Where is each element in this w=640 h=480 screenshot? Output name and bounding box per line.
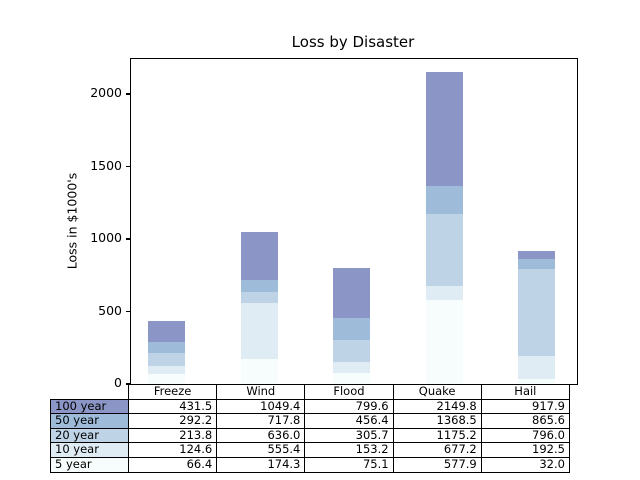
y-axis-label-text: Loss in $1000's (64, 172, 80, 270)
bar-segment-flood-5-year (333, 373, 370, 384)
y-tick-mark (126, 383, 131, 385)
table-row: 100 year 431.5 1049.4 799.6 2149.8 917.9 (50, 398, 577, 415)
y-tick-label: 0 (114, 375, 122, 390)
table-value-cell: 124.6 (128, 442, 218, 458)
bar-segment-freeze-100-year (148, 321, 185, 342)
bar-segment-quake-50-year (425, 185, 463, 214)
y-tick-mark (126, 165, 131, 168)
table-value-cell: 865.6 (480, 413, 570, 429)
table-value-cell: 2149.8 (392, 398, 482, 415)
bar-segment-hail-50-year (518, 258, 555, 269)
bar-segment-freeze-10-year (148, 365, 185, 375)
bar-segment-flood-20-year (333, 339, 370, 362)
table-row: 50 year 292.2 717.8 456.4 1368.5 865.6 (50, 413, 577, 429)
bar-segment-quake-5-year (425, 300, 463, 384)
table-value-cell: 66.4 (128, 456, 218, 473)
bar-segment-wind-100-year (240, 231, 278, 280)
y-tick-label: 500 (98, 302, 122, 318)
bar-segment-freeze-50-year (148, 341, 185, 353)
table-value-cell: 636.0 (216, 427, 306, 444)
table-row-label: 100 year (50, 398, 129, 415)
table-value-cell: 717.8 (216, 413, 306, 429)
table-value-cell: 292.2 (128, 413, 218, 429)
table-header-cell: Wind (216, 384, 306, 400)
table-value-cell: 75.1 (304, 456, 394, 473)
table-row-label: 50 year (50, 413, 129, 429)
chart-title: Loss by Disaster (291, 33, 415, 51)
y-tick-label: 1000 (90, 230, 122, 245)
table-value-cell: 174.3 (216, 456, 306, 473)
bar-segment-quake-100-year (425, 72, 463, 186)
table-value-cell: 917.9 (480, 398, 570, 415)
table-row: 5 year 66.4 174.3 75.1 577.9 32.0 (50, 456, 577, 473)
table-value-cell: 305.7 (304, 427, 394, 444)
table-header-cell: Flood (304, 384, 394, 400)
bar-segment-hail-10-year (518, 356, 555, 380)
bar-segment-wind-50-year (240, 279, 278, 292)
y-tick-mark (126, 238, 131, 240)
table-value-cell: 32.0 (480, 456, 570, 473)
bar-segment-freeze-20-year (148, 353, 185, 366)
y-tick-label: 1500 (90, 157, 122, 173)
table-header-row: Freeze Wind Flood Quake Hail (51, 384, 577, 400)
bar-segment-freeze-5-year (148, 374, 185, 384)
table-value-cell: 677.2 (392, 442, 482, 458)
table-value-cell: 799.6 (304, 398, 394, 415)
loss-table: Freeze Wind Flood Quake Hail 100 year 431.5 104… (50, 384, 577, 473)
table-value-cell: 431.5 (128, 398, 218, 415)
bar-segment-quake-20-year (425, 213, 463, 286)
table-value-cell: 796.0 (480, 427, 570, 444)
table-value-cell: 192.5 (480, 442, 570, 458)
table-value-cell: 1368.5 (392, 413, 482, 429)
y-tick-mark (126, 310, 131, 313)
table-header-cell: Freeze (128, 384, 218, 400)
bar-segment-quake-10-year (425, 285, 463, 301)
bar-segment-hail-100-year (518, 250, 555, 259)
y-tick-mark (126, 93, 131, 95)
table-row-label: 20 year (50, 427, 129, 444)
bar-segment-hail-20-year (518, 268, 555, 357)
table-row: 10 year 124.6 555.4 153.2 677.2 192.5 (50, 442, 577, 458)
bar-segment-flood-100-year (333, 268, 370, 318)
table-value-cell: 555.4 (216, 442, 306, 458)
table-header-cell: Hail (480, 384, 570, 400)
table-value-cell: 213.8 (128, 427, 218, 444)
bar-segment-hail-5-year (518, 379, 555, 384)
bar-segment-wind-20-year (240, 291, 278, 304)
table-value-cell: 1175.2 (392, 427, 482, 444)
table-header-cell: Quake (392, 384, 482, 400)
table-value-cell: 1049.4 (216, 398, 306, 415)
bar-segment-flood-50-year (333, 317, 370, 340)
plot-area (126, 58, 578, 385)
table-value-cell: 153.2 (304, 442, 394, 458)
table-row-label: 5 year (50, 456, 129, 473)
bar-segment-flood-10-year (333, 361, 370, 374)
bar-segment-wind-5-year (240, 358, 278, 384)
y-tick-label: 2000 (90, 85, 122, 100)
table-value-cell: 577.9 (392, 456, 482, 473)
table-value-cell: 456.4 (304, 413, 394, 429)
table-row-label: 10 year (50, 442, 129, 458)
table-row: 20 year 213.8 636.0 305.7 1175.2 796.0 (50, 427, 577, 444)
bar-segment-wind-10-year (240, 303, 278, 359)
